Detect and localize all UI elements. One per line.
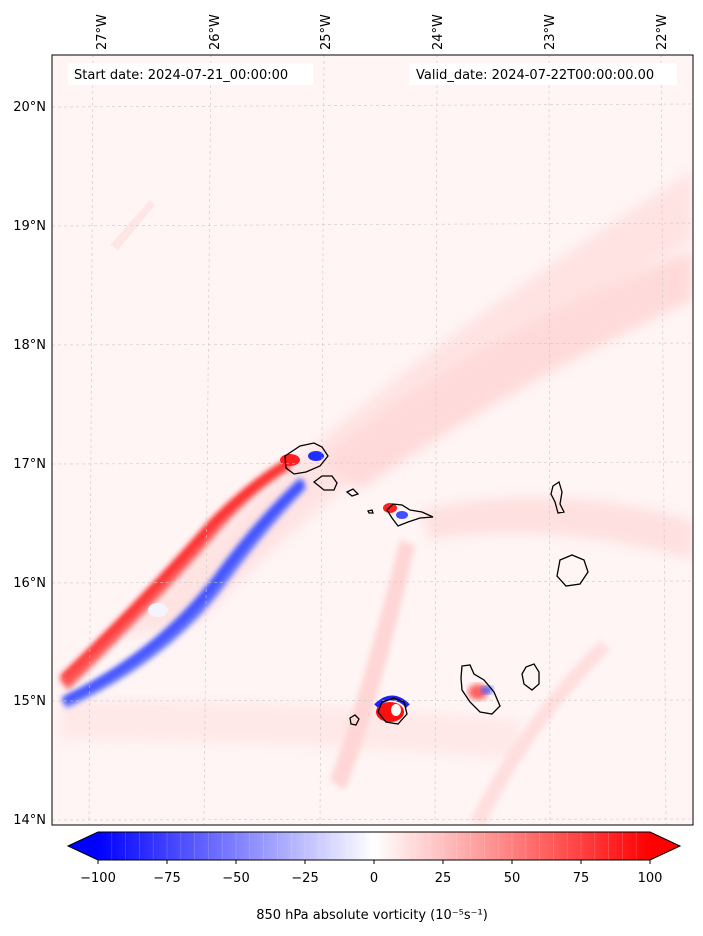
island-sao-nicolau — [386, 503, 434, 527]
grid-lat-19 — [52, 222, 693, 227]
pink-band-4 — [420, 497, 693, 560]
grid-lat-15 — [52, 699, 693, 702]
grid-lon-23 — [548, 55, 551, 825]
island-fogo — [377, 697, 408, 725]
grid-lon-22 — [660, 55, 667, 825]
colorbar: −100 −75 −50 −25 0 25 50 75 100 850 hPa absolute… — [66, 831, 682, 923]
colorbar-tick-label: 50 — [504, 871, 521, 886]
shear-red-band — [60, 460, 292, 690]
colorbar-tick-label: 100 — [638, 871, 663, 886]
lat-tick-label: 16°N — [13, 576, 46, 591]
map-frame — [51, 54, 694, 826]
lon-tick-label: 24°W — [431, 14, 446, 50]
islet-raso — [367, 509, 374, 514]
lat-tick-label: 15°N — [13, 694, 46, 709]
start-date-label: Start date: 2024-07-21_00:00:00 — [74, 68, 288, 83]
island-santiago — [460, 664, 501, 715]
fogo-white-core — [391, 704, 401, 716]
grid-lon-24 — [434, 55, 438, 825]
grid-lat-18 — [52, 342, 693, 346]
sn-blue — [396, 511, 408, 519]
island-sal — [550, 480, 565, 514]
pink-band-3 — [110, 200, 155, 250]
vortex-white-spot — [148, 603, 168, 617]
pink-band-6 — [330, 540, 415, 790]
gridlines — [52, 55, 693, 825]
grid-lat-17 — [52, 461, 693, 465]
shear-blue-core — [63, 480, 305, 702]
grid-lon-27 — [88, 55, 94, 825]
island-boa-vista — [556, 554, 589, 587]
lat-tick-label: 19°N — [13, 219, 46, 234]
colorbar-gradient — [98, 832, 650, 860]
lon-tick-label: 22°W — [655, 14, 670, 50]
colorbar-level-dividers — [111, 832, 637, 860]
island-brava — [349, 714, 360, 726]
colorbar-tick-label: −25 — [291, 871, 318, 886]
grid-lon-25 — [319, 55, 325, 825]
grid-lon-26 — [203, 55, 212, 825]
santiago-blue — [481, 686, 493, 694]
colorbar-tick-label: 75 — [573, 871, 590, 886]
valid-label-bg — [409, 63, 677, 85]
island-santa-luzia — [345, 488, 360, 497]
lon-tick-label: 23°W — [543, 14, 558, 50]
map-panel: Start date: 2024-07-21_00:00:00 Valid_da… — [51, 54, 694, 826]
sa-red — [280, 454, 300, 466]
sa-blue — [308, 451, 324, 461]
colorbar-label: 850 hPa absolute vorticity (10⁻⁵s⁻¹) — [256, 908, 488, 923]
lat-tick-label: 14°N — [13, 813, 46, 828]
lat-tick-label: 20°N — [13, 100, 46, 115]
lon-tick-label: 26°W — [208, 14, 223, 50]
island-sao-vicente — [312, 475, 338, 491]
pink-band-5 — [60, 700, 520, 760]
colorbar-extend-high — [650, 832, 680, 860]
sn-red — [383, 503, 397, 513]
shear-red-core — [60, 459, 292, 680]
colorbar-tick-label: −50 — [222, 871, 249, 886]
pink-band-7 — [470, 640, 610, 825]
lat-tick-label: 17°N — [13, 457, 46, 472]
lat-tick-label: 18°N — [13, 338, 46, 353]
lon-tick-label: 27°W — [95, 14, 110, 50]
vorticity-field — [60, 170, 693, 825]
pink-band-2 — [320, 250, 693, 490]
grid-lat-16 — [52, 580, 693, 584]
colorbar-tick-label: 25 — [435, 871, 452, 886]
start-label-bg — [68, 63, 313, 85]
lon-axis: 27°W 26°W 25°W 24°W 23°W 22°W — [95, 14, 670, 50]
colorbar-tick-label: −75 — [153, 871, 180, 886]
valid-date-label: Valid_date: 2024-07-22T00:00:00.00 — [416, 68, 654, 83]
colorbar-ticks: −100 −75 −50 −25 0 25 50 75 100 — [80, 860, 662, 886]
colorbar-tick-label: 0 — [370, 871, 378, 886]
lon-tick-label: 25°W — [319, 14, 334, 50]
grid-lat-14 — [52, 818, 693, 821]
colorbar-tick-label: −100 — [80, 871, 116, 886]
island-maio — [521, 663, 540, 691]
colorbar-extend-low — [68, 832, 98, 860]
grid-lat-20 — [52, 103, 693, 108]
lat-axis: 20°N 19°N 18°N 17°N 16°N 15°N 14°N — [13, 100, 46, 828]
island-santo-antao — [284, 442, 329, 475]
coastlines — [284, 442, 589, 726]
